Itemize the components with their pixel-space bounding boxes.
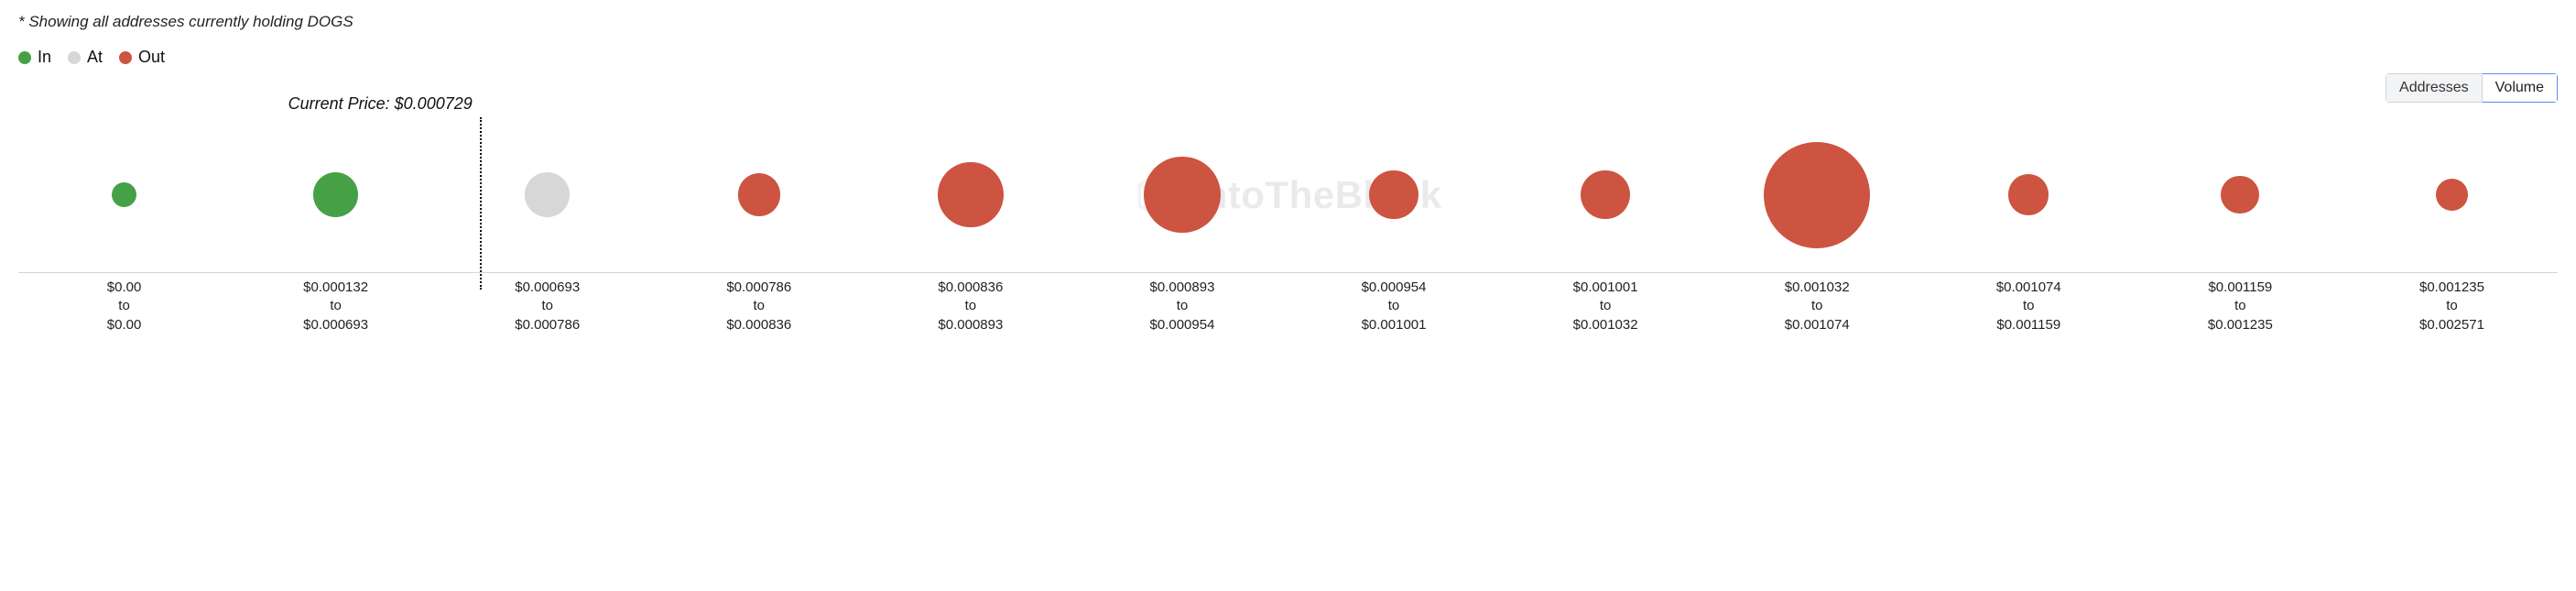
bubbles-row: IntoTheBlock <box>18 117 2558 273</box>
bubble[interactable] <box>1764 142 1870 248</box>
chart-zone: Current Price: $0.000729 IntoTheBlock $0… <box>18 117 2558 339</box>
bubble-col <box>653 117 864 272</box>
legend-label: At <box>87 48 103 67</box>
x-range-label: $0.000893to$0.000954 <box>1150 279 1215 334</box>
bubble-col <box>2135 117 2346 272</box>
bubble-col <box>1076 117 1288 272</box>
bubble[interactable] <box>313 172 358 217</box>
bubble[interactable] <box>1581 170 1629 219</box>
legend-dot-icon <box>18 51 31 64</box>
bubble-col <box>1288 117 1500 272</box>
x-axis-labels: $0.00to$0.00 $0.000132to$0.000693 $0.00069… <box>18 279 2558 339</box>
legend-item-at[interactable]: At <box>68 48 103 67</box>
toggle-group: Addresses Volume <box>2386 73 2558 103</box>
x-range-label: $0.001032to$0.001074 <box>1785 279 1850 334</box>
bubble[interactable] <box>938 162 1004 228</box>
bubble-col <box>1500 117 1712 272</box>
current-price-label: Current Price: $0.000729 <box>288 94 480 114</box>
bubble[interactable] <box>738 173 780 215</box>
legend-dot-icon <box>68 51 81 64</box>
legend-label: In <box>38 48 51 67</box>
x-range-label: $0.000132to$0.000693 <box>303 279 368 334</box>
x-range-label: $0.00to$0.00 <box>107 279 142 334</box>
x-range-label: $0.000786to$0.000836 <box>726 279 791 334</box>
bubble-col <box>441 117 653 272</box>
bubble-col <box>1712 117 1923 272</box>
legend-item-out[interactable]: Out <box>119 48 165 67</box>
bubble-col <box>230 117 441 272</box>
x-range-label: $0.001001to$0.001032 <box>1573 279 1638 334</box>
bubble[interactable] <box>2221 176 2259 214</box>
bubble[interactable] <box>2008 174 2049 214</box>
bubble[interactable] <box>1144 157 1221 234</box>
x-range-label: $0.001235to$0.002571 <box>2419 279 2484 334</box>
bubble[interactable] <box>1369 170 1418 219</box>
x-range-label: $0.001159to$0.001235 <box>2208 279 2273 334</box>
bubble-col <box>1923 117 2135 272</box>
subtitle-text: * Showing all addresses currently holdin… <box>18 13 2558 31</box>
legend-dot-icon <box>119 51 132 64</box>
bubble[interactable] <box>2436 179 2468 211</box>
bubble[interactable] <box>112 182 137 208</box>
x-range-label: $0.000836to$0.000893 <box>938 279 1003 334</box>
x-range-label: $0.001074to$0.001159 <box>1996 279 2061 334</box>
addresses-toggle[interactable]: Addresses <box>2386 73 2483 103</box>
chart-container: * Showing all addresses currently holdin… <box>0 0 2576 354</box>
bubble-col <box>2346 117 2558 272</box>
bubble-col <box>18 117 230 272</box>
legend-label: Out <box>138 48 165 67</box>
bubble-col <box>864 117 1076 272</box>
x-range-label: $0.000693to$0.000786 <box>515 279 580 334</box>
x-range-label: $0.000954to$0.001001 <box>1362 279 1427 334</box>
legend-item-in[interactable]: In <box>18 48 51 67</box>
volume-toggle[interactable]: Volume <box>2483 73 2558 103</box>
bubble[interactable] <box>525 172 570 217</box>
legend: In At Out <box>18 48 2558 67</box>
